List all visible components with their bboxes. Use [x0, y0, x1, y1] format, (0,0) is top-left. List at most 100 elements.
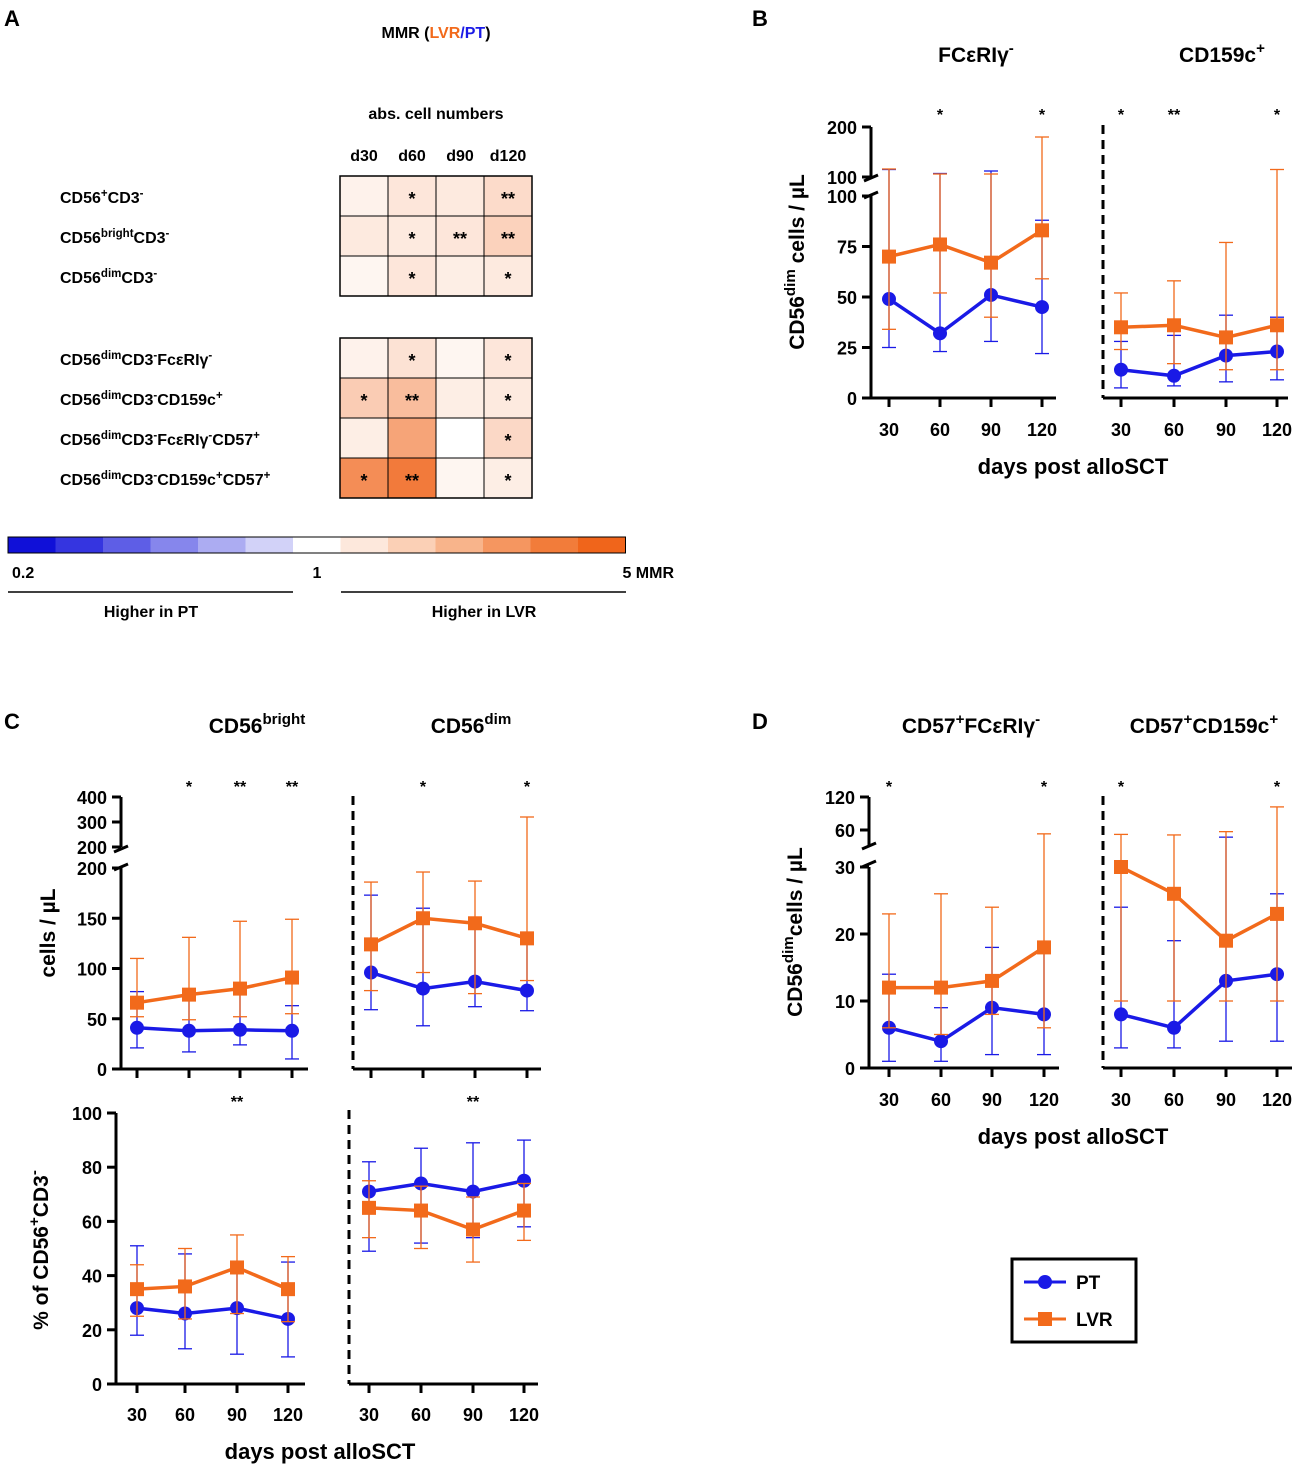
y-axis-label: cells / µL	[37, 888, 60, 977]
heatmap-row-label-part: -	[140, 188, 144, 200]
legend-pt-marker	[1038, 1275, 1052, 1289]
series-lvr-marker	[882, 980, 896, 995]
color-scale-border	[7, 536, 626, 554]
series-pt-marker	[130, 1020, 144, 1035]
panel-letter-d: D	[752, 709, 768, 734]
x-tick-label: 120	[1262, 1090, 1292, 1110]
heatmap-row-label-part: -	[153, 268, 157, 280]
heatmap-row-label-part: -	[153, 350, 157, 362]
heatmap-row-label-part: dim	[101, 350, 121, 362]
series-pt-marker	[414, 1176, 428, 1191]
heatmap-cell-significance: **	[501, 229, 515, 249]
heatmap-row-label-part: +	[101, 188, 108, 200]
series-lvr-marker	[414, 1203, 428, 1218]
series-pt-marker	[520, 983, 534, 998]
subplot-title-part: CD159c	[1192, 715, 1269, 738]
series-lvr-marker	[416, 911, 430, 926]
heatmap-row-label: CD56dimCD3-FcεRIγ-CD57+	[60, 430, 260, 449]
heatmap-row-label-part: CD3	[121, 270, 153, 287]
y-axis-label-part: CD56	[786, 296, 809, 350]
y-tick-label: 200	[77, 859, 107, 879]
y-axis-label: % of CD56+CD3-	[26, 1170, 53, 1330]
subplot-title: FCεRIγ-	[938, 40, 1014, 67]
heatmap-cell	[339, 215, 389, 257]
heatmap-column-labels: d30 d60 d90 d120	[350, 148, 526, 165]
y-tick-label: 20	[82, 1321, 102, 1341]
heatmap-row-label-part: CD56	[60, 392, 101, 409]
color-scale-mid-label: 1	[313, 565, 322, 582]
panel-letter-c: C	[4, 709, 20, 734]
y-tick-label: 30	[835, 858, 855, 878]
heatmap-cell-significance: *	[408, 269, 415, 289]
y-tick-label: 120	[825, 788, 855, 808]
series-pt-marker	[933, 326, 947, 341]
panel-letter-a: A	[4, 6, 20, 31]
heatmap-title-pt: PT	[465, 25, 486, 42]
series-lvr-marker	[1219, 330, 1233, 345]
series-lvr-marker	[130, 1282, 144, 1297]
heatmap-row-label-part: CD3	[108, 190, 140, 207]
significance-marker: **	[1168, 107, 1181, 124]
heatmap-cell-significance: *	[504, 471, 511, 491]
y-axis-label-part: CD56	[784, 963, 807, 1017]
series-lvr-line	[136, 1265, 289, 1291]
heatmap-row-label-part: CD57	[212, 432, 253, 449]
series-lvr-marker	[230, 1260, 244, 1275]
series-lvr-marker	[1114, 320, 1128, 335]
heatmap-row-label-part: CD56	[60, 190, 101, 207]
heatmap-title-close: )	[485, 25, 490, 42]
color-scale-swatch	[530, 537, 578, 553]
subplot-title: CD159c+	[1179, 40, 1265, 67]
heatmap-row-label-part: CD159c	[157, 472, 216, 489]
y-axis-label-part: dim	[782, 269, 799, 296]
y-axis-label-part: % of CD56	[30, 1226, 53, 1330]
heatmap-cell-significance: *	[408, 229, 415, 249]
y-tick-label: 400	[77, 788, 107, 808]
x-axis-label: days post alloSCT	[978, 1124, 1169, 1149]
x-tick-label: 30	[879, 420, 899, 440]
axis-break	[863, 190, 879, 200]
subplot-title-part: CD56	[431, 715, 485, 738]
legend-box	[1010, 1257, 1138, 1344]
significance-marker: **	[234, 779, 247, 796]
heatmap-row-label: CD56dimCD3-	[60, 268, 157, 287]
series-pt-line	[1120, 972, 1278, 1030]
significance-marker: *	[524, 779, 531, 796]
y-tick-label: 0	[847, 389, 857, 409]
y-tick-label: 0	[97, 1060, 107, 1080]
y-tick-label: 300	[77, 813, 107, 833]
color-scale-swatch	[293, 537, 341, 553]
heatmap-cell	[435, 255, 485, 297]
heatmap-cell	[483, 377, 533, 419]
heatmap-title: MMR (LVR/PT)	[381, 25, 490, 42]
subplot-title-part: dim	[484, 711, 511, 728]
subplot-title-part: CD57	[902, 715, 956, 738]
subplot-title-part: -	[1009, 40, 1014, 57]
series-pt-line	[888, 1005, 1045, 1044]
heatmap-cell-significance: *	[504, 431, 511, 451]
heatmap-row-label-part: dim	[101, 470, 121, 482]
subplot-title: CD57+FCεRIγ-	[902, 711, 1040, 738]
heatmap-row-label-part: +	[253, 430, 260, 442]
x-tick-label: 30	[1111, 420, 1131, 440]
y-tick-label: 20	[835, 925, 855, 945]
series-pt-line	[370, 970, 528, 993]
series-pt-marker	[1114, 362, 1128, 377]
subplot-title: CD56dim	[431, 711, 512, 738]
heatmap-row-label-part: CD56	[60, 230, 101, 247]
heatmap-cell-significance: *	[504, 269, 511, 289]
y-tick-label: 150	[77, 909, 107, 929]
legend-lvr-marker	[1038, 1312, 1052, 1326]
heatmap-cell-significance: *	[360, 391, 367, 411]
series-lvr-marker	[520, 931, 534, 946]
heatmap-row-label-part: -	[208, 430, 212, 442]
heatmap-row-label-part: -	[153, 430, 157, 442]
series-pt-marker	[233, 1022, 247, 1037]
heatmap-cell	[483, 215, 533, 257]
x-axis-label: days post alloSCT	[978, 454, 1169, 479]
heatmap-cell	[435, 457, 485, 499]
axis-break	[861, 841, 877, 851]
x-tick-label: 60	[931, 1090, 951, 1110]
